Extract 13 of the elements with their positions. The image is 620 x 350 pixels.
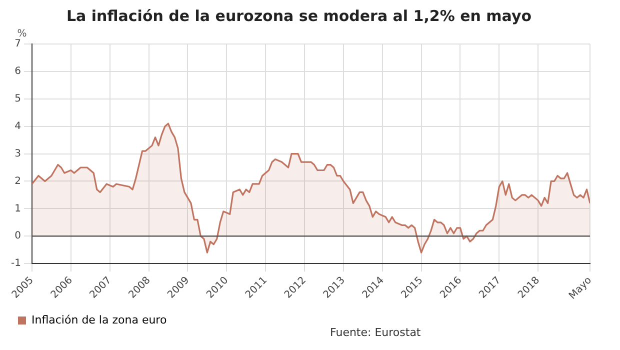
chart-title: La inflación de la eurozona se modera al 1,2% en mayo <box>66 6 532 25</box>
y-tick-label: 5 <box>14 93 21 104</box>
y-tick-label: 1 <box>14 203 21 214</box>
y-axis-title: % <box>17 28 27 40</box>
legend-label: Inflación de la zona euro <box>32 313 167 326</box>
y-tick-label: 0 <box>14 230 21 242</box>
y-tick-label: 6 <box>14 66 21 78</box>
y-tick-label: 7 <box>14 38 21 50</box>
source-note: Fuente: Eurostat <box>330 326 421 339</box>
y-tick-label: 3 <box>14 148 21 160</box>
y-tick-label: -1 <box>10 258 21 270</box>
y-tick-label: 4 <box>14 120 21 132</box>
y-tick-label: 2 <box>14 176 21 187</box>
